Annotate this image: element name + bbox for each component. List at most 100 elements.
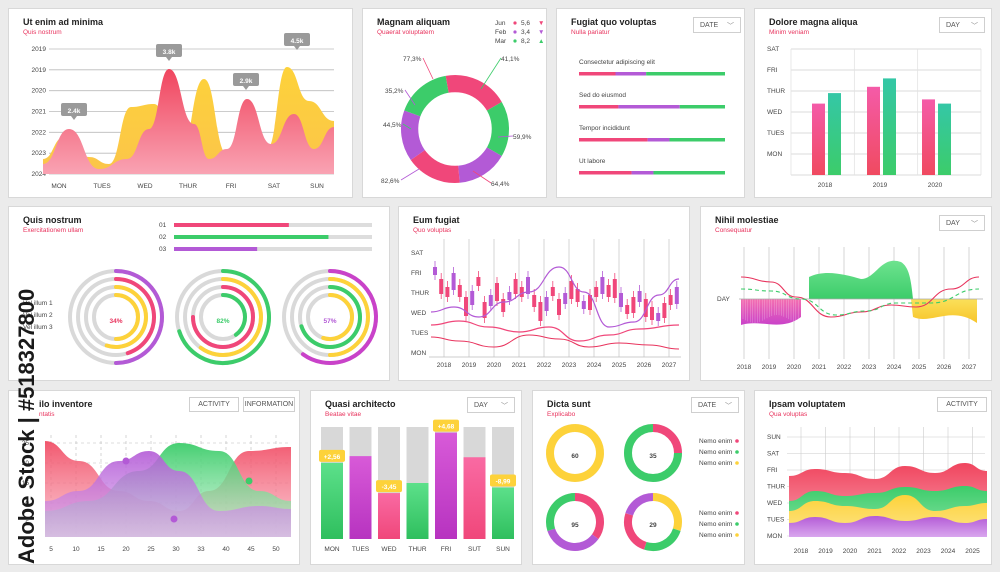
candle-body [550,287,555,296]
series-line-red [740,276,980,318]
point-marker [170,515,178,523]
dropdown-label: DAY [474,401,488,409]
x-tick: WED [381,546,396,553]
slice-leader [404,89,416,106]
x-tick: 30 [172,546,180,553]
progress-segment [579,138,648,142]
legend-dot [513,39,517,43]
panel-ut-enim: Ut enim ad minima Quis nostrum 2019 2019 2… [8,8,353,198]
x-tick: 2018 [437,362,452,369]
candle-body [495,283,499,301]
y-tick: MON [767,533,782,540]
value-badge [319,449,345,462]
candle-body [674,287,679,304]
y-tick: FRI [767,67,778,74]
gauge-value: 95 [571,522,579,529]
y-tick: WED [767,500,782,507]
panel-dicta: Dicta sunt Explicabo DATE ﹀ 60 35 95 29 Nemo … [532,390,745,565]
panel-subtitle: Exercitationem ullam [23,227,84,234]
progress-segment [579,105,619,109]
x-tick: SUN [496,546,510,553]
value-badge [490,474,516,487]
chart-area-1: 2019 2019 2020 2021 2022 2023 2024 MON TUES WED TH… [32,33,334,190]
slice-label: 41,1% [501,56,520,63]
information-button[interactable]: INFORMATION [243,397,295,412]
donut-slice [457,146,502,183]
bar [492,487,514,539]
date-dropdown[interactable]: DATE ﹀ [691,397,739,413]
x-tick: WED [137,183,152,190]
candle-body [451,273,456,290]
day-dropdown[interactable]: DAY ﹀ [467,397,515,413]
y-tick: 2019 [32,67,47,74]
x-tick: THUR [179,183,197,190]
candle-body [544,297,549,311]
ring-arc [221,293,247,337]
bar [812,103,825,175]
x-tick: 20 [122,546,130,553]
chevron-down-icon: ﹀ [501,403,508,410]
panel-subtitle: Consequatur [715,227,753,234]
candle-body [600,277,605,294]
candle-body [538,302,543,321]
y-tick: TUES [767,130,785,137]
candle-body [482,302,487,318]
ring-arc [299,285,362,349]
y-tick: 2020 [32,88,47,95]
day-dropdown[interactable]: DAY ﹀ [939,215,985,231]
ring-arc [177,269,271,365]
bar [406,483,429,539]
bar [435,432,457,539]
progress-segment [669,138,725,142]
donut-slice [404,75,450,118]
legend-label: Nemo enim [699,460,732,467]
candle-body [650,307,654,320]
candle-body [612,279,617,298]
slice-leader [472,170,492,184]
y-tick: TUES [767,517,785,524]
slice-label: 82,6% [381,178,400,185]
x-tick: 2025 [912,364,927,371]
x-tick: 2020 [928,182,943,189]
legend-name: Jun [495,20,506,27]
y-tick: FRI [767,467,778,474]
panel-quasi: Quasi architecto Beatae vitae DAY ﹀ MON TU… [310,390,522,565]
x-tick: 15 [97,546,105,553]
chart-gauges: 60 35 95 29 Nemo enim Nemo enim Nemo enim Nemo … [546,424,739,551]
activity-button[interactable]: ACTIVITY [937,397,987,412]
candle-body [594,287,599,297]
y-tick: THUR [767,484,785,491]
activity-button[interactable]: ACTIVITY [189,397,239,412]
candle-body [619,293,623,307]
x-tick: 2026 [637,362,652,369]
legend-value: 5,6 [521,20,530,27]
legend-dot [735,511,739,515]
x-tick: 2019 [818,548,833,555]
gauge-arc [546,493,576,531]
slice-leader [497,135,514,138]
legend-label: Vel illum 1 [23,300,53,307]
bar [349,456,372,539]
donut-inner-ring [418,92,492,166]
slice-leader [400,168,420,181]
donut-slice [485,102,509,156]
x-tick: SUN [310,183,324,190]
y-tick: SAT [411,250,423,257]
candle-body [563,293,568,304]
x-tick: 2024 [887,364,902,371]
gauge-value: 35 [649,453,657,460]
x-tick: THUR [408,546,426,553]
chart-rings: 01 02 03 Vel illum 1 Vel illum 2 Vel illum 3 3… [23,222,378,365]
bar-label: 01 [159,222,167,229]
date-dropdown[interactable]: DATE ﹀ [693,17,741,33]
day-dropdown[interactable]: DAY ﹀ [939,17,985,33]
legend-label: Nemo enim [699,438,732,445]
x-tick: TUES [93,183,111,190]
legend-dot [513,21,517,25]
chevron-down-icon: ﹀ [725,403,732,410]
gauge-arc [652,493,682,531]
series-red-area [43,69,334,174]
panel-subtitle: Nulla pariatur [571,29,610,36]
y-tick: 10 [22,500,30,507]
chart-candles: SAT FRI THUR WED TUES MON 2018 2019 2020 2021 2022… [411,239,681,369]
